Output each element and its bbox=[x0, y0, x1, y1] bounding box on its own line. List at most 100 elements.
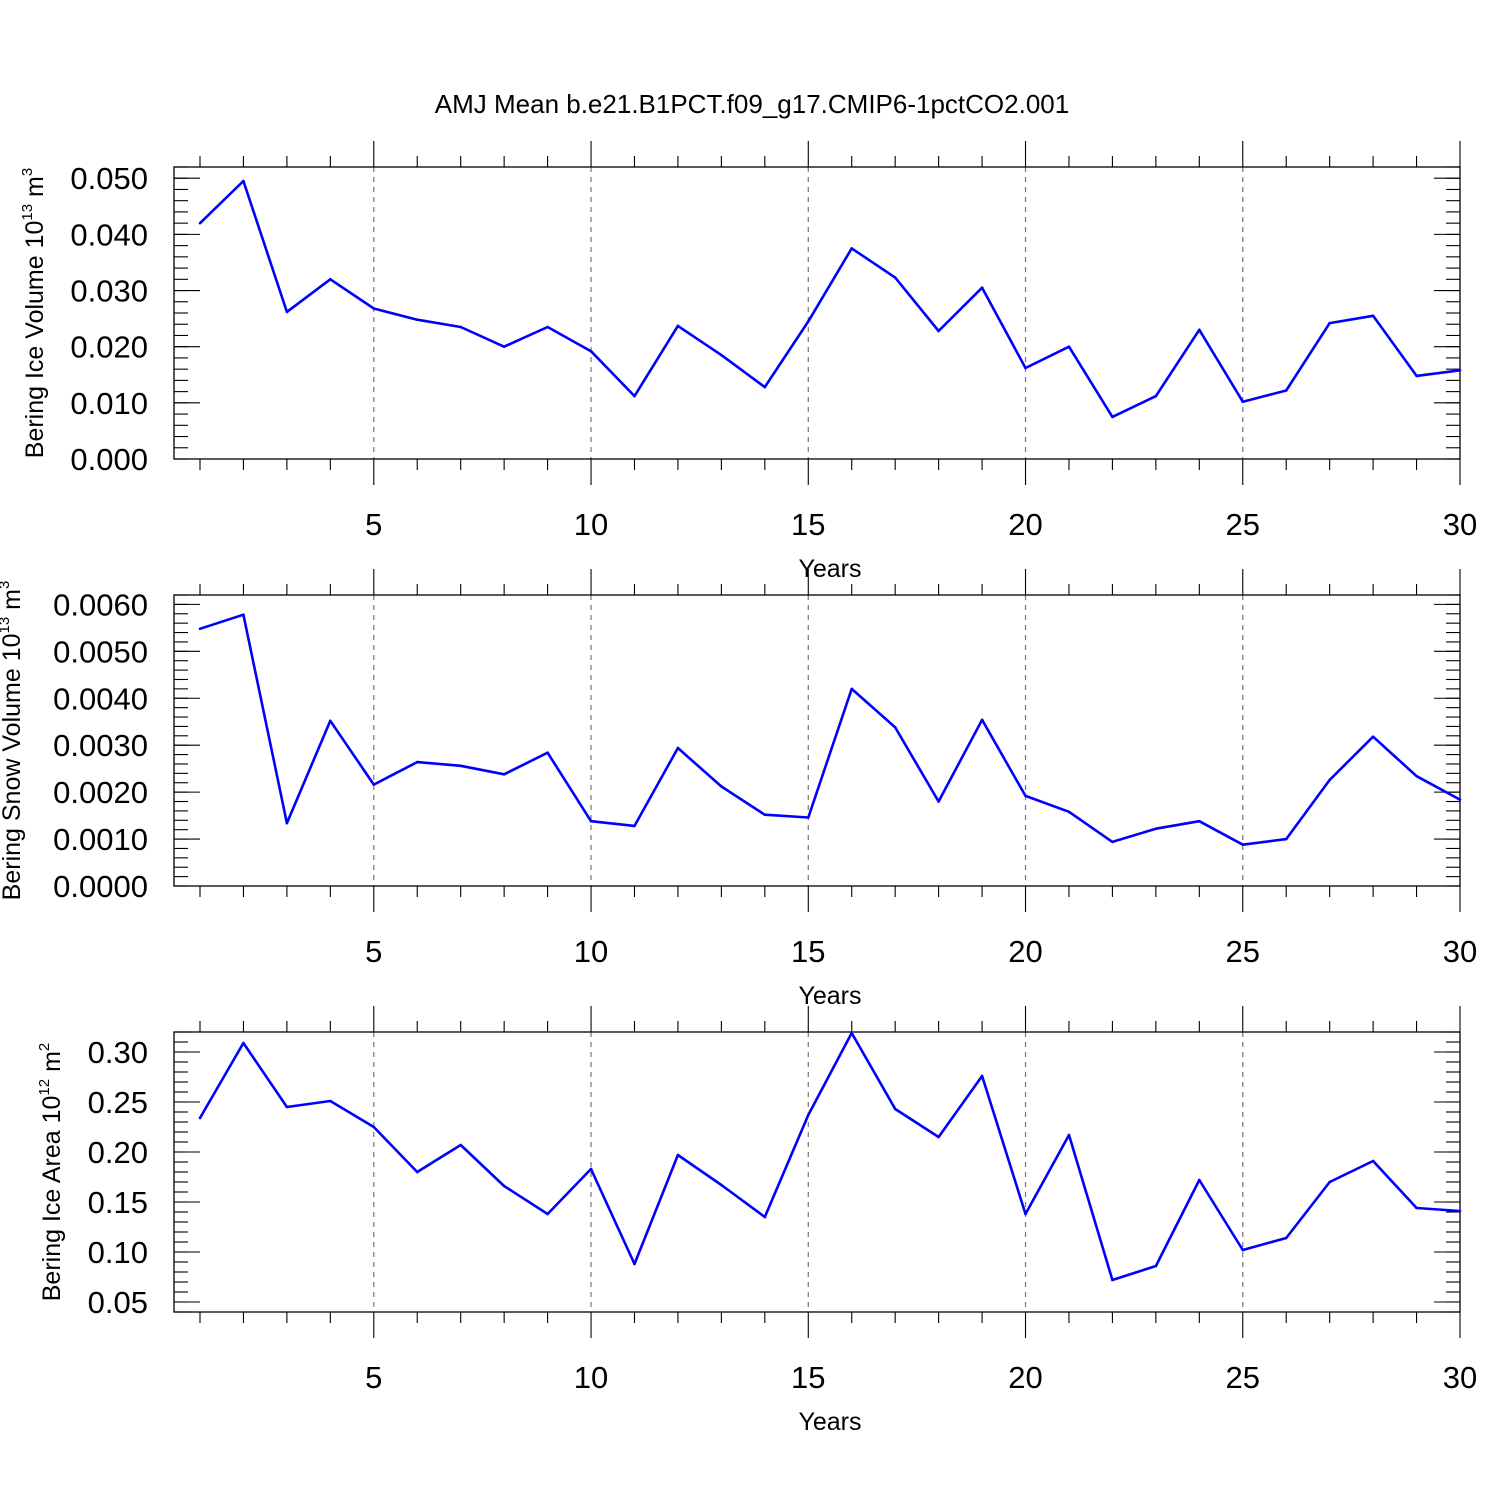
data-point bbox=[1371, 735, 1375, 739]
y-axis-label-unit: m bbox=[21, 176, 49, 204]
y-tick-label: 0.0020 bbox=[53, 775, 148, 810]
data-point bbox=[546, 751, 549, 755]
series-line bbox=[199, 179, 1461, 419]
data-point bbox=[1371, 1159, 1375, 1163]
plot-frame bbox=[173, 594, 1461, 887]
x-tick-label: 5 bbox=[365, 934, 382, 969]
x-tick-label: 30 bbox=[1443, 507, 1477, 542]
data-point bbox=[763, 1215, 767, 1219]
data-point bbox=[1284, 837, 1288, 841]
data-point bbox=[372, 307, 376, 310]
y-axis-label: Bering Snow Volume 1013 m3 bbox=[0, 581, 26, 901]
data-point bbox=[1284, 1236, 1288, 1240]
y-tick-label: 0.040 bbox=[70, 217, 148, 252]
data-point bbox=[1024, 794, 1027, 798]
data-point bbox=[1415, 774, 1418, 778]
plot-frame bbox=[173, 166, 1461, 460]
y-tick-label: 0.20 bbox=[88, 1135, 148, 1170]
y-tick-label: 0.0050 bbox=[53, 634, 148, 669]
data-point bbox=[980, 1074, 984, 1078]
x-tick-label: 30 bbox=[1443, 934, 1477, 969]
data-point bbox=[633, 394, 636, 398]
chart-panel-1: 0.000 0.010 0.020 0.030 0.040 0.050 5 10 15 20 25 3… bbox=[19, 141, 1477, 583]
data-point bbox=[1024, 366, 1027, 370]
data-point bbox=[937, 329, 940, 333]
y-axis-label-base: Bering Ice Volume 10 bbox=[21, 221, 49, 459]
x-tick-label: 20 bbox=[1008, 1360, 1042, 1395]
data-point bbox=[502, 345, 506, 348]
data-point bbox=[242, 179, 245, 183]
data-point bbox=[546, 1212, 549, 1216]
data-point bbox=[589, 349, 593, 353]
x-tick-label: 25 bbox=[1226, 507, 1260, 542]
data-point bbox=[285, 1105, 289, 1109]
data-point bbox=[198, 627, 202, 631]
x-tick-label: 15 bbox=[791, 934, 825, 969]
data-point bbox=[459, 325, 462, 329]
data-point bbox=[937, 1135, 940, 1139]
y-axis-label-unit: m bbox=[38, 1051, 66, 1079]
data-point bbox=[1241, 1248, 1245, 1252]
series-line bbox=[198, 1031, 1461, 1282]
data-point bbox=[502, 1184, 506, 1188]
y-axis-label-unit-exp: 2 bbox=[36, 1043, 53, 1051]
data-point bbox=[720, 1183, 723, 1187]
x-tick-label: 25 bbox=[1226, 1360, 1260, 1395]
data-point bbox=[415, 760, 419, 764]
data-point bbox=[720, 353, 723, 357]
y-tick-label: 0.0000 bbox=[53, 869, 148, 904]
data-point bbox=[676, 746, 680, 750]
data-point bbox=[459, 764, 462, 768]
y-tick-label: 0.05 bbox=[88, 1285, 148, 1320]
y-tick-label: 0.0040 bbox=[53, 681, 148, 716]
x-tick-label: 25 bbox=[1226, 934, 1260, 969]
data-point bbox=[1154, 1264, 1158, 1268]
data-point bbox=[806, 1113, 810, 1117]
data-point bbox=[1284, 389, 1288, 392]
data-point bbox=[1111, 415, 1114, 419]
y-axis-label-exp: 13 bbox=[0, 617, 13, 634]
data-point bbox=[1241, 843, 1245, 846]
data-point bbox=[1458, 798, 1462, 801]
y-tick-label: 0.050 bbox=[70, 161, 148, 196]
data-point bbox=[893, 276, 897, 279]
data-point bbox=[720, 785, 723, 788]
data-point bbox=[546, 325, 549, 329]
data-point bbox=[1458, 368, 1462, 372]
y-axis-label: Bering Ice Volume 1013 m3 bbox=[19, 168, 49, 458]
data-point bbox=[1198, 328, 1201, 332]
data-point bbox=[850, 247, 854, 250]
y-axis-label-exp: 13 bbox=[19, 204, 36, 221]
series-line bbox=[199, 613, 1461, 847]
x-tick-label: 10 bbox=[574, 934, 608, 969]
data-point bbox=[502, 772, 506, 776]
data-point bbox=[589, 819, 593, 823]
x-tick-label: 15 bbox=[791, 1360, 825, 1395]
y-axis-label-base: Bering Snow Volume 10 bbox=[0, 633, 26, 900]
data-point bbox=[1024, 1212, 1027, 1216]
data-point bbox=[1154, 394, 1158, 398]
data-point bbox=[1328, 321, 1331, 325]
data-point bbox=[415, 318, 419, 322]
data-point bbox=[415, 1170, 419, 1174]
data-point bbox=[242, 1041, 245, 1045]
data-point bbox=[589, 1167, 593, 1171]
data-point bbox=[1241, 400, 1245, 404]
y-axis-label-base: Bering Ice Area 10 bbox=[38, 1096, 66, 1302]
y-tick-label: 0.010 bbox=[70, 386, 148, 421]
data-point bbox=[850, 687, 854, 691]
y-axis-label-unit-exp: 3 bbox=[0, 581, 13, 589]
data-point bbox=[198, 221, 202, 225]
data-point bbox=[806, 320, 810, 323]
y-tick-label: 0.0010 bbox=[53, 822, 148, 857]
data-point bbox=[633, 824, 636, 828]
x-tick-label: 15 bbox=[791, 507, 825, 542]
data-point bbox=[1067, 810, 1071, 814]
data-point bbox=[1111, 840, 1114, 844]
data-point bbox=[198, 1116, 202, 1120]
x-tick-label: 5 bbox=[365, 507, 382, 542]
y-tick-label: 0.15 bbox=[88, 1185, 148, 1220]
data-point bbox=[1328, 1180, 1331, 1184]
data-point bbox=[676, 1153, 680, 1157]
